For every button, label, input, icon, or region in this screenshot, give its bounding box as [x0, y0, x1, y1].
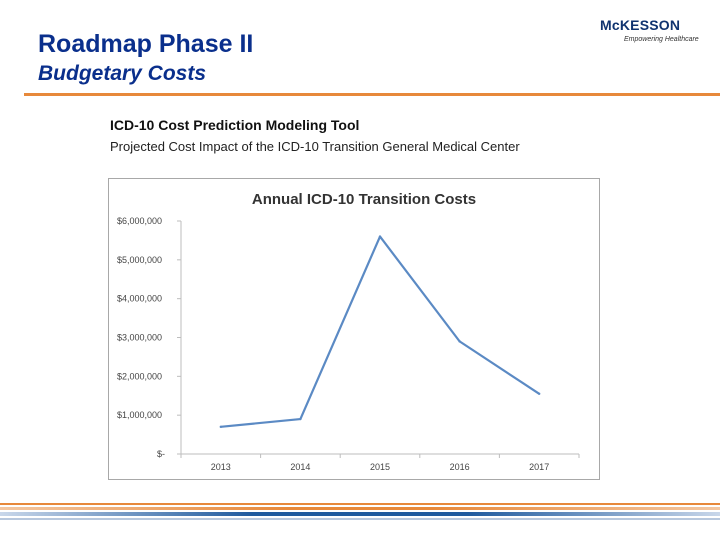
data-point — [299, 417, 302, 421]
x-tick-label: 2016 — [450, 462, 470, 472]
footer-band-blue — [0, 512, 720, 516]
data-point — [458, 340, 461, 343]
x-tick-label: 2015 — [370, 462, 390, 472]
y-tick-label: $6,000,000 — [117, 216, 162, 226]
slide-subtitle: Budgetary Costs — [38, 62, 207, 85]
mckesson-logo: McKESSON Empowering Healthcare — [600, 17, 700, 47]
logo-name: McKESSON — [600, 17, 681, 33]
y-tick-label: $- — [157, 449, 165, 459]
title-divider — [24, 93, 720, 96]
slide-title: Roadmap Phase II — [38, 30, 254, 58]
data-point — [219, 425, 222, 429]
footer-band-orange — [0, 507, 720, 510]
y-axis: $- $1,000,000 $2,000,000 $3,000,000 $4,000,0… — [117, 216, 181, 459]
x-tick-label: 2017 — [529, 462, 549, 472]
chart-frame: Annual ICD-10 Transition Costs $- $1,000,… — [108, 178, 600, 480]
series-line — [220, 235, 540, 428]
x-tick-label: 2013 — [211, 462, 231, 472]
y-tick-label: $3,000,000 — [117, 333, 162, 343]
footer-band-orange-top — [0, 503, 720, 505]
footer-bands — [0, 500, 720, 540]
tool-heading: ICD-10 Cost Prediction Modeling Tool — [110, 117, 360, 133]
x-tick-label: 2014 — [290, 462, 310, 472]
data-point — [378, 235, 382, 238]
footer-band-light — [0, 518, 720, 520]
y-tick-label: $5,000,000 — [117, 255, 162, 265]
x-axis: 2013 2014 2015 2016 2017 — [180, 454, 580, 472]
tool-subheading: Projected Cost Impact of the ICD-10 Tran… — [110, 139, 520, 154]
data-point — [538, 392, 541, 396]
y-tick-label: $4,000,000 — [117, 294, 162, 304]
y-tick-label: $1,000,000 — [117, 410, 162, 420]
y-tick-label: $2,000,000 — [117, 371, 162, 381]
series-layer — [219, 235, 541, 429]
line-chart: Annual ICD-10 Transition Costs $- $1,000,… — [117, 191, 580, 472]
chart-title: Annual ICD-10 Transition Costs — [252, 191, 476, 208]
logo-tagline: Empowering Healthcare — [624, 36, 699, 43]
